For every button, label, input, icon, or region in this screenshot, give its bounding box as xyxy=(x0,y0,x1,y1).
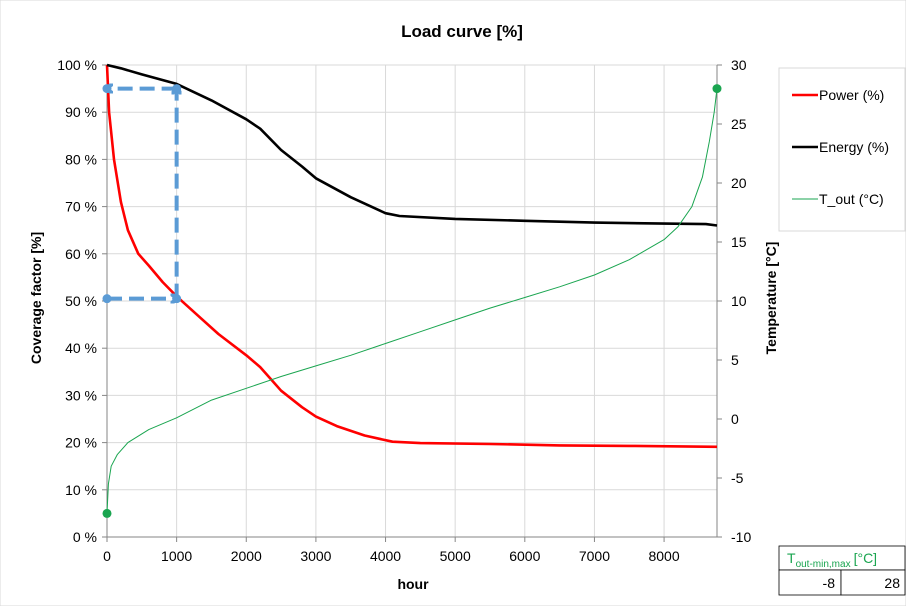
series-line-energy xyxy=(106,63,718,227)
legend-label: Power (%) xyxy=(819,87,884,103)
y2-tick-label: 30 xyxy=(731,57,747,73)
data-marker xyxy=(172,294,182,304)
y2-tick-label: 20 xyxy=(731,175,747,191)
data-marker xyxy=(102,294,112,304)
x-tick-label: 1000 xyxy=(161,548,192,564)
table-min-cell xyxy=(778,569,842,596)
x-tick-label: 7000 xyxy=(579,548,610,564)
series-line-t-out-c xyxy=(106,88,718,514)
data-marker xyxy=(712,84,722,94)
x-tick-label: 5000 xyxy=(440,548,471,564)
data-marker xyxy=(102,84,112,94)
y-axis-title: Coverage factor [%] xyxy=(28,232,44,364)
data-marker xyxy=(172,84,182,94)
y-tick-label: 60 % xyxy=(65,246,97,262)
data-marker xyxy=(102,508,112,518)
table-max-value: 28 xyxy=(884,575,900,591)
y2-tick-label: 0 xyxy=(731,411,739,427)
markers xyxy=(102,84,722,518)
y2-tick-label: -10 xyxy=(731,529,751,545)
annotation-arrows xyxy=(107,89,177,299)
x-tick-label: 2000 xyxy=(231,548,262,564)
y2-tick-label: 25 xyxy=(731,116,747,132)
y2-tick-label: 10 xyxy=(731,293,747,309)
table-label-sub: out-min,max xyxy=(796,559,851,570)
x-tick-label: 0 xyxy=(103,548,111,564)
tick-labels: 0 % 10 % 20 % 30 % 40 % 50 % 60 % 70 % 80 % 90 % 1… xyxy=(57,57,751,564)
table-max-cell xyxy=(840,569,906,596)
x-tick-label: 3000 xyxy=(300,548,331,564)
y2-tick-label: 5 xyxy=(731,352,739,368)
y2-tick-label: 15 xyxy=(731,234,747,250)
y-tick-label: 90 % xyxy=(65,104,97,120)
chart-title: Load curve [%] xyxy=(401,22,523,41)
table-header-label: Tout-min,max [°C] xyxy=(787,550,877,570)
y-tick-label: 30 % xyxy=(65,387,97,403)
table-label-unit: [°C] xyxy=(854,550,878,566)
gridlines xyxy=(106,64,718,538)
legend: Power (%) Energy (%) T_out (°C) xyxy=(778,67,906,232)
y2-tick-label: -5 xyxy=(731,470,744,486)
series-lines xyxy=(105,63,718,514)
legend-label: Energy (%) xyxy=(819,139,889,155)
x-tick-label: 4000 xyxy=(370,548,401,564)
y-tick-label: 20 % xyxy=(65,435,97,451)
x-axis-title: hour xyxy=(397,576,429,592)
y-tick-label: 10 % xyxy=(65,482,97,498)
y-tick-label: 80 % xyxy=(65,151,97,167)
y2-axis-title: Temperature [°C] xyxy=(763,242,779,355)
y-tick-label: 40 % xyxy=(65,340,97,356)
table-label-main: T xyxy=(787,550,796,566)
x-tick-label: 8000 xyxy=(648,548,679,564)
legend-label: T_out (°C) xyxy=(819,191,884,207)
table-header-cell xyxy=(778,545,906,571)
y-tick-label: 100 % xyxy=(57,57,97,73)
x-tick-label: 6000 xyxy=(509,548,540,564)
y-tick-label: 50 % xyxy=(65,293,97,309)
y-tick-label: 70 % xyxy=(65,199,97,215)
series-line-power xyxy=(105,64,718,449)
temperature-range-table: Tout-min,max [°C] -8 28 xyxy=(778,545,906,596)
y-tick-label: 0 % xyxy=(73,529,97,545)
table-min-value: -8 xyxy=(823,575,836,591)
